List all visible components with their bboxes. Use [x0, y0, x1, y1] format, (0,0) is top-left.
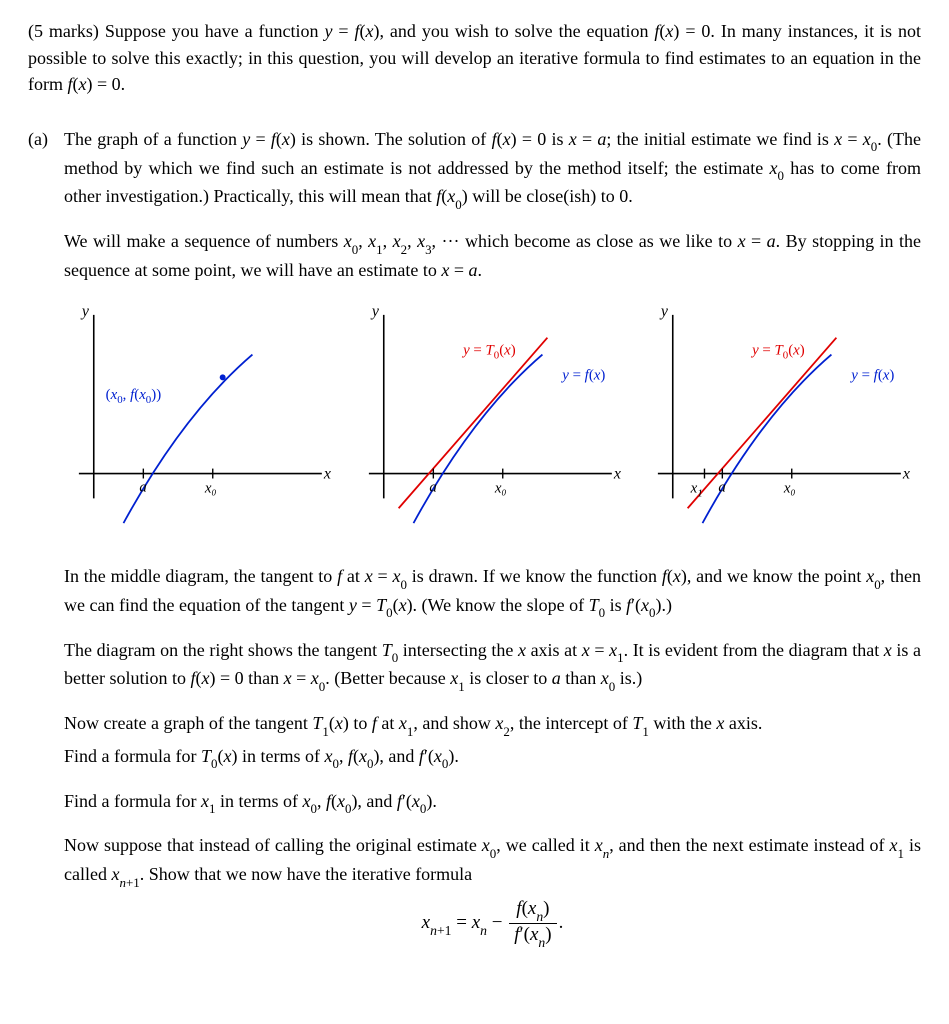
d2-curve-label: y = f(x) — [560, 367, 605, 383]
d3-y-label: y — [659, 302, 669, 319]
d3-x0-label: x₀ — [783, 480, 796, 496]
part-a-label: (a) — [28, 126, 64, 951]
diagram-3: x1 y x a x₀ y = T0(x) y = f(x) — [643, 300, 921, 546]
diagram-1: y x a x₀ (x0, f(x0)) — [64, 300, 342, 546]
d2-y-label: y — [370, 302, 380, 319]
d2-tangent-label: y = T0(x) — [461, 342, 516, 361]
diagrams-row: y x a x₀ (x0, f(x0)) — [64, 300, 921, 546]
intro-paragraph: (5 marks) Suppose you have a function y … — [28, 18, 921, 98]
part-a-p3: In the middle diagram, the tangent to f … — [64, 563, 921, 621]
d1-a-label: a — [139, 479, 146, 495]
iterative-formula: xn+1 = xn − f(xn) f′(xn) . — [64, 898, 921, 949]
d1-x0-label: x₀ — [204, 480, 217, 496]
part-a-p5b: Find a formula for T0(x) in terms of x0,… — [64, 743, 921, 772]
d3-x-label: x — [902, 465, 910, 482]
d1-y-label: y — [80, 302, 90, 319]
d2-x0-label: x₀ — [493, 480, 506, 496]
part-a-p5: Now create a graph of the tangent T1(x) … — [64, 710, 921, 739]
d2-x-label: x — [612, 465, 620, 482]
d3-x1-label: x1 — [690, 480, 703, 499]
d2-a-label: a — [429, 479, 436, 495]
d1-point-label: (x0, f(x0)) — [106, 387, 162, 406]
d3-a-label: a — [719, 479, 726, 495]
part-a-p1: The graph of a function y = f(x) is show… — [64, 126, 921, 212]
part-a-p7: Now suppose that instead of calling the … — [64, 832, 921, 890]
part-a-p2: We will make a sequence of numbers x0, x… — [64, 228, 921, 283]
diagram-2: y x a x₀ y = T0(x) y = f(x) — [354, 300, 632, 546]
part-a-p4: The diagram on the right shows the tange… — [64, 637, 921, 695]
part-a-p6: Find a formula for x1 in terms of x0, f(… — [64, 788, 921, 817]
d3-curve-label: y = f(x) — [850, 367, 895, 383]
d1-x-label: x — [323, 465, 331, 482]
d3-tangent-label: y = T0(x) — [750, 342, 805, 361]
